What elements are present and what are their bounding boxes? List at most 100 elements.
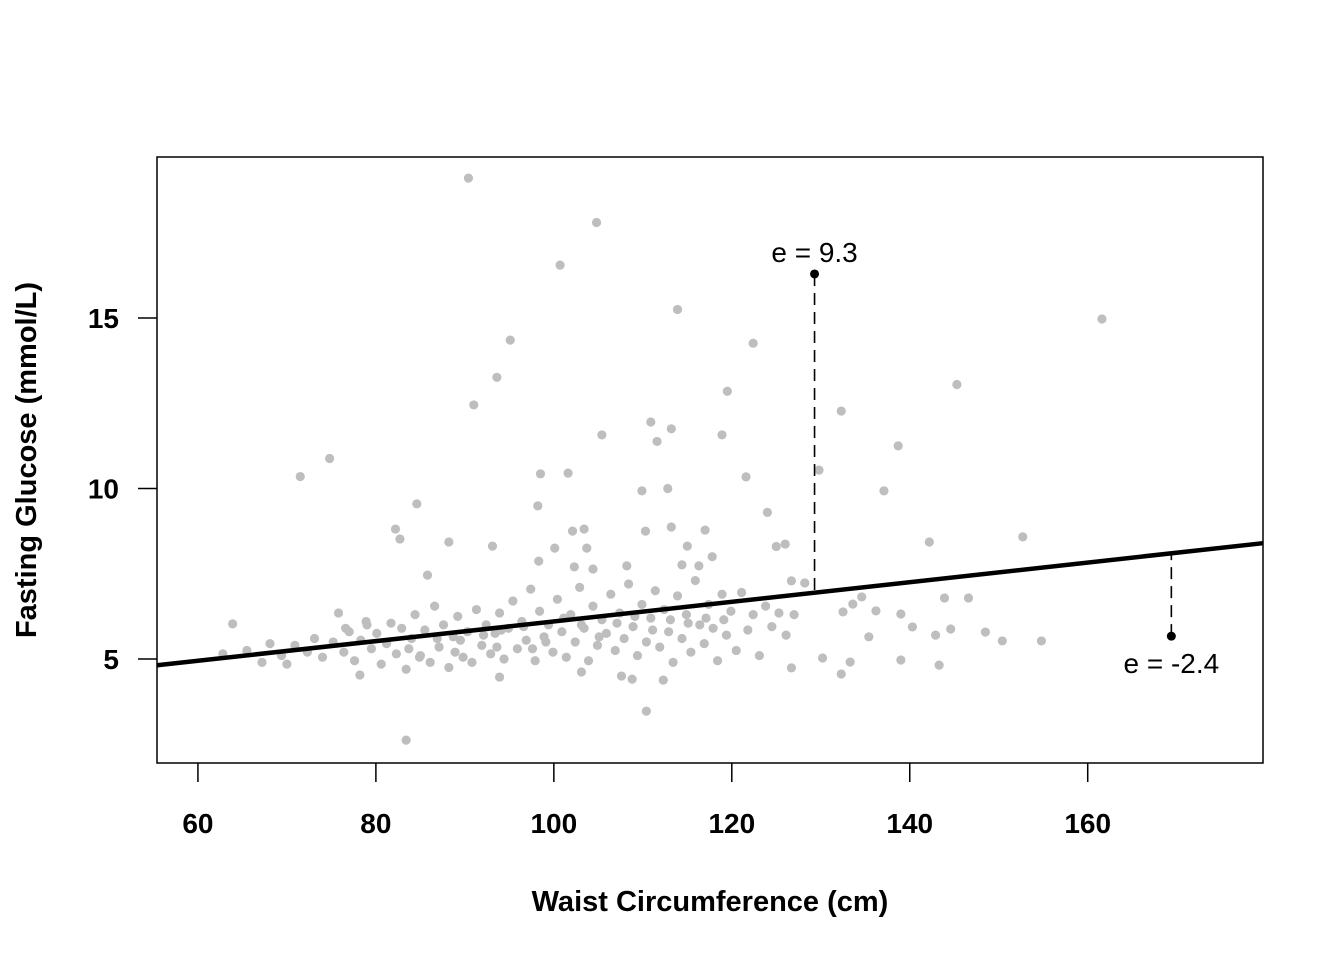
- y-axis: 5 10 15: [88, 303, 157, 675]
- data-point: [619, 633, 629, 644]
- data-point: [471, 604, 482, 615]
- data-point: [677, 560, 687, 570]
- data-point: [487, 541, 498, 551]
- data-point: [690, 575, 700, 586]
- data-point: [494, 608, 505, 618]
- data-point: [924, 537, 934, 547]
- data-point: [469, 400, 479, 410]
- data-point: [570, 637, 580, 647]
- data-point: [414, 652, 425, 662]
- data-point: [786, 663, 797, 673]
- data-point: [896, 609, 906, 619]
- data-point: [349, 656, 360, 666]
- data-point: [637, 486, 647, 496]
- data-point: [526, 584, 536, 594]
- data-point: [627, 674, 637, 684]
- data-point: [434, 642, 444, 652]
- data-point: [372, 628, 382, 639]
- data-point: [410, 610, 420, 620]
- data-point: [257, 657, 267, 667]
- data-point: [682, 541, 692, 551]
- data-point: [628, 621, 638, 632]
- data-point: [781, 630, 791, 640]
- data-point: [610, 645, 620, 656]
- data-point: [717, 589, 727, 599]
- regression-line: [156, 540, 1264, 668]
- data-point: [666, 522, 676, 532]
- data-point: [492, 372, 502, 382]
- data-point: [579, 524, 589, 534]
- data-point: [786, 576, 797, 586]
- data-point: [848, 599, 858, 609]
- data-point: [567, 526, 578, 536]
- data-point: [376, 659, 386, 669]
- data-point: [397, 623, 407, 633]
- data-point: [712, 656, 723, 666]
- x-axis: 60 80 100 120 140 160: [182, 763, 1111, 839]
- residual-annotations: e = 9.3 e = -2.4: [771, 237, 1219, 679]
- data-point: [637, 599, 647, 610]
- data-point: [879, 486, 889, 496]
- data-point: [467, 657, 477, 667]
- data-point: [1097, 314, 1107, 324]
- data-point: [939, 593, 950, 603]
- data-point: [521, 635, 531, 645]
- data-point: [401, 735, 411, 745]
- data-point: [731, 645, 741, 656]
- data-point: [997, 636, 1007, 646]
- data-point: [641, 706, 651, 716]
- data-point: [535, 606, 545, 616]
- data-point: [668, 657, 678, 667]
- data-point: [420, 625, 430, 635]
- data-point: [601, 628, 611, 639]
- data-point: [952, 379, 962, 390]
- data-point: [896, 655, 906, 665]
- x-tick-label: 160: [1064, 808, 1111, 839]
- data-point: [362, 620, 372, 630]
- data-point: [463, 173, 474, 183]
- data-point: [930, 630, 941, 640]
- data-point: [655, 642, 665, 652]
- data-point: [658, 675, 668, 685]
- data-point: [817, 653, 828, 663]
- data-point: [588, 601, 598, 611]
- x-axis-title: Waist Circumference (cm): [532, 886, 889, 918]
- data-point: [646, 613, 656, 623]
- data-point: [282, 659, 292, 669]
- data-point: [390, 524, 401, 534]
- data-point: [548, 647, 558, 657]
- data-point: [699, 639, 709, 649]
- x-tick-label: 80: [360, 808, 391, 839]
- data-point: [606, 589, 616, 599]
- data-point: [295, 471, 305, 482]
- data-point: [719, 615, 729, 625]
- data-point: [341, 623, 351, 633]
- data-point: [857, 592, 867, 602]
- residual-label: e = 9.3: [771, 237, 857, 268]
- data-point: [800, 578, 810, 588]
- data-point: [591, 217, 602, 228]
- data-point: [355, 670, 365, 680]
- data-point: [836, 669, 846, 679]
- data-point: [444, 662, 454, 673]
- data-point: [534, 556, 544, 566]
- data-point: [677, 633, 687, 644]
- data-point: [708, 623, 718, 633]
- data-point: [566, 610, 576, 620]
- data-point: [748, 338, 758, 348]
- data-point: [576, 667, 587, 677]
- data-point: [789, 610, 799, 620]
- data-point: [265, 639, 275, 649]
- data-point: [552, 594, 563, 604]
- data-point: [743, 625, 753, 635]
- data-point: [588, 564, 598, 574]
- data-point: [726, 606, 736, 616]
- data-point: [963, 593, 974, 603]
- data-point: [695, 620, 705, 630]
- data-point: [533, 501, 543, 511]
- plot-frame: [156, 156, 1264, 764]
- data-point: [694, 561, 704, 571]
- data-point: [648, 625, 658, 635]
- y-tick-label: 15: [88, 303, 119, 334]
